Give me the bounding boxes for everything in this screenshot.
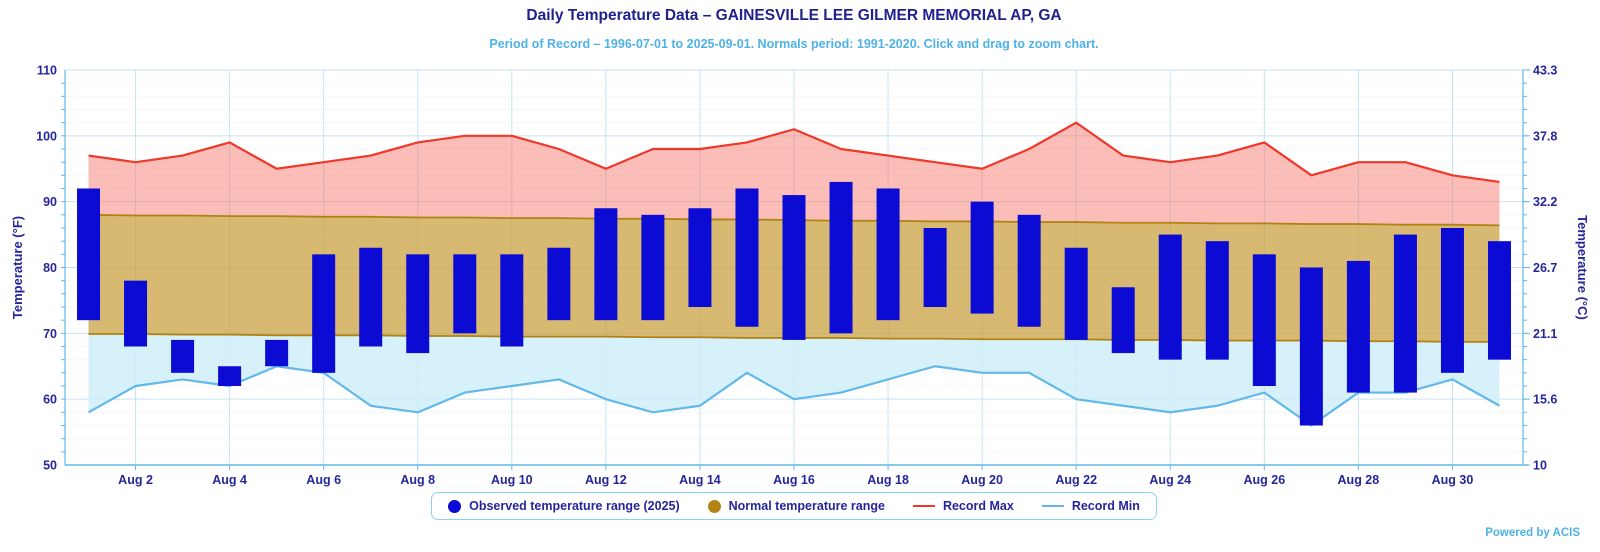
observed-range-bar[interactable] [77,188,101,321]
y-axis-c-tick-label: 37.8 [1533,129,1557,143]
record-max-marker-icon [912,505,935,507]
observed-range-bar[interactable] [218,366,242,386]
observed-range-bar[interactable] [124,280,148,347]
y-axis-f-tick-label: 60 [43,393,57,407]
observed-range-bar[interactable] [1346,260,1370,393]
observed-range-bar[interactable] [1252,254,1276,386]
observed-range-bar[interactable] [594,208,618,321]
observed-range-bar[interactable] [829,181,853,334]
chart-subtitle: Period of Record – 1996-07-01 to 2025-09… [489,37,1099,51]
observed-range-bar[interactable] [1299,267,1323,426]
x-axis-date-label: Aug 16 [773,473,815,487]
x-axis-date-label: Aug 22 [1055,473,1097,487]
y-axis-f-tick-label: 70 [43,327,57,341]
observed-range-bar[interactable] [970,201,994,314]
chart-title: Daily Temperature Data – GAINESVILLE LEE… [526,7,1062,24]
observed-range-bar[interactable] [359,247,383,347]
observed-range-bar[interactable] [1205,241,1229,360]
observed-range-bar[interactable] [1158,234,1182,360]
legend-item-observed-range[interactable]: Observed temperature range (2025) [448,499,680,513]
observed-range-bar[interactable] [923,228,947,307]
observed-range-bar[interactable] [1111,287,1135,354]
observed-range-bar[interactable] [688,208,712,307]
observed-range-bar[interactable] [547,247,571,321]
legend-wrap: Observed temperature range (2025) Normal… [0,492,1588,520]
observed-range-bar[interactable] [500,254,524,347]
y-axis-f-tick-label: 80 [43,261,57,275]
x-axis-date-label: Aug 2 [118,473,153,487]
legend-item-normal-range[interactable]: Normal temperature range [707,499,885,513]
record-min-line[interactable] [87,365,1501,427]
x-axis-date-label: Aug 26 [1243,473,1285,487]
y-axis-f-tick-label: 50 [43,459,57,473]
legend-label-observed: Observed temperature range (2025) [469,499,680,513]
y-axis-c-tick-label: 26.7 [1533,261,1557,275]
legend-label-normal: Normal temperature range [728,499,885,513]
observed-range-bar[interactable] [265,339,289,367]
y-axis-left-title: Temperature (°F) [10,216,25,319]
observed-range-bar[interactable] [876,188,900,321]
observed-range-bar[interactable] [1064,247,1088,340]
x-axis-date-label: Aug 6 [306,473,341,487]
y-axis-f-tick-label: 90 [43,195,57,209]
legend-item-record-max[interactable]: Record Max [912,499,1014,513]
x-axis-date-label: Aug 18 [867,473,909,487]
observed-range-bar[interactable] [406,254,430,354]
x-axis-date-label: Aug 28 [1338,473,1380,487]
legend-label-record-min: Record Min [1071,499,1140,513]
observed-range-bar[interactable] [1487,241,1511,360]
x-axis-date-label: Aug 4 [212,473,247,487]
x-axis-date-label: Aug 24 [1149,473,1191,487]
observed-range-bar[interactable] [782,195,806,340]
observed-range-bar[interactable] [453,254,477,334]
normal-range-marker-icon [707,499,721,513]
legend-item-record-min[interactable]: Record Min [1041,499,1140,513]
powered-by-acis-link[interactable]: Powered by ACIS [1485,527,1580,539]
legend: Observed temperature range (2025) Normal… [431,492,1157,520]
observed-range-bar[interactable] [641,214,665,321]
record-max-area [88,122,1500,226]
record-min-area [88,333,1500,426]
observed-range-bar[interactable] [312,254,336,373]
y-axis-c-tick-label: 32.2 [1533,195,1557,209]
observed-range-marker-icon [448,499,462,513]
observed-range-bar[interactable] [1440,228,1464,373]
observed-range-bar[interactable] [1017,214,1041,327]
record-min-marker-icon [1041,505,1064,507]
legend-label-record-max: Record Max [942,499,1014,513]
axis-labels: 110 100 90 80 70 60 50 43.3 37.8 32.2 26.7 21.1 15.6… [10,64,1590,488]
observed-range-bar[interactable] [171,339,195,373]
y-axis-c-tick-label: 15.6 [1533,393,1557,407]
x-axis-date-label: Aug 20 [961,473,1003,487]
y-axis-f-tick-label: 100 [36,129,57,143]
y-axis-c-tick-label: 10 [1533,459,1547,473]
observed-range-bars [77,181,1511,426]
y-axis-f-tick-label: 110 [37,64,57,78]
x-axis-date-label: Aug 8 [400,473,435,487]
x-axis-date-label: Aug 10 [491,473,533,487]
x-axis-date-label: Aug 14 [679,473,721,487]
x-axis-date-label: Aug 30 [1432,473,1474,487]
observed-range-bar[interactable] [735,188,759,327]
y-axis-right-title: Temperature (°C) [1575,215,1590,320]
y-axis-c-tick-label: 43.3 [1533,64,1557,78]
record-max-line[interactable] [88,121,1500,184]
axes [61,69,1530,470]
observed-range-bar[interactable] [1393,234,1417,393]
x-axis-date-label: Aug 12 [585,473,627,487]
y-axis-c-tick-label: 21.1 [1533,327,1557,341]
